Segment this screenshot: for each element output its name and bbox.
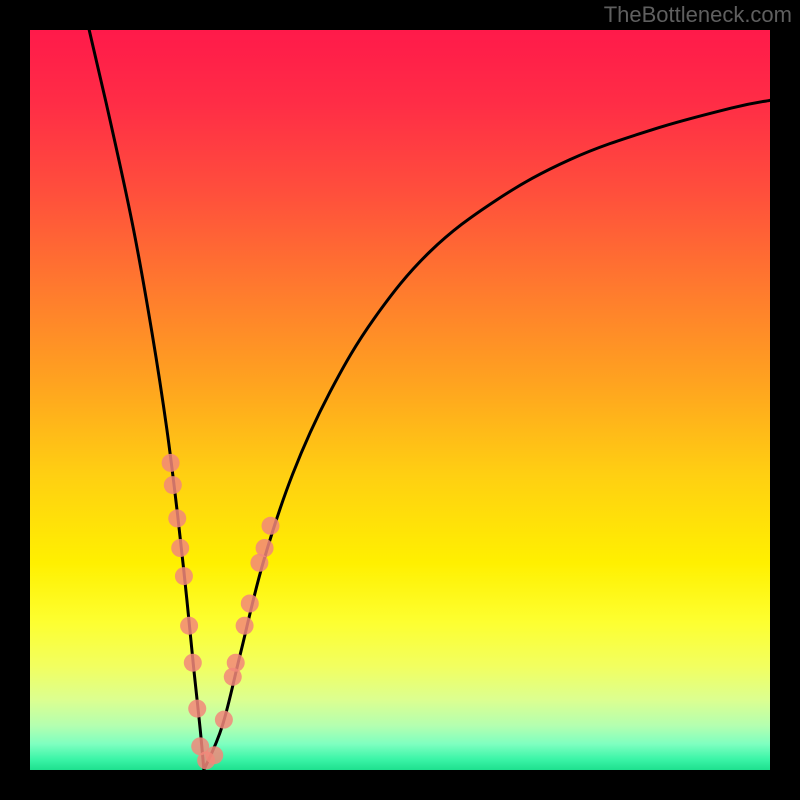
data-marker xyxy=(164,476,182,494)
data-marker xyxy=(215,711,233,729)
bottleneck-chart xyxy=(0,0,800,800)
data-marker xyxy=(188,700,206,718)
data-marker xyxy=(205,746,223,764)
data-marker xyxy=(168,509,186,527)
data-marker xyxy=(262,517,280,535)
data-marker xyxy=(256,539,274,557)
chart-container: TheBottleneck.com xyxy=(0,0,800,800)
data-marker xyxy=(227,654,245,672)
watermark-text: TheBottleneck.com xyxy=(604,2,792,28)
data-marker xyxy=(175,567,193,585)
data-marker xyxy=(184,654,202,672)
data-marker xyxy=(171,539,189,557)
data-marker xyxy=(180,617,198,635)
data-marker xyxy=(162,454,180,472)
data-marker xyxy=(241,595,259,613)
plot-area xyxy=(30,30,770,770)
data-marker xyxy=(236,617,254,635)
